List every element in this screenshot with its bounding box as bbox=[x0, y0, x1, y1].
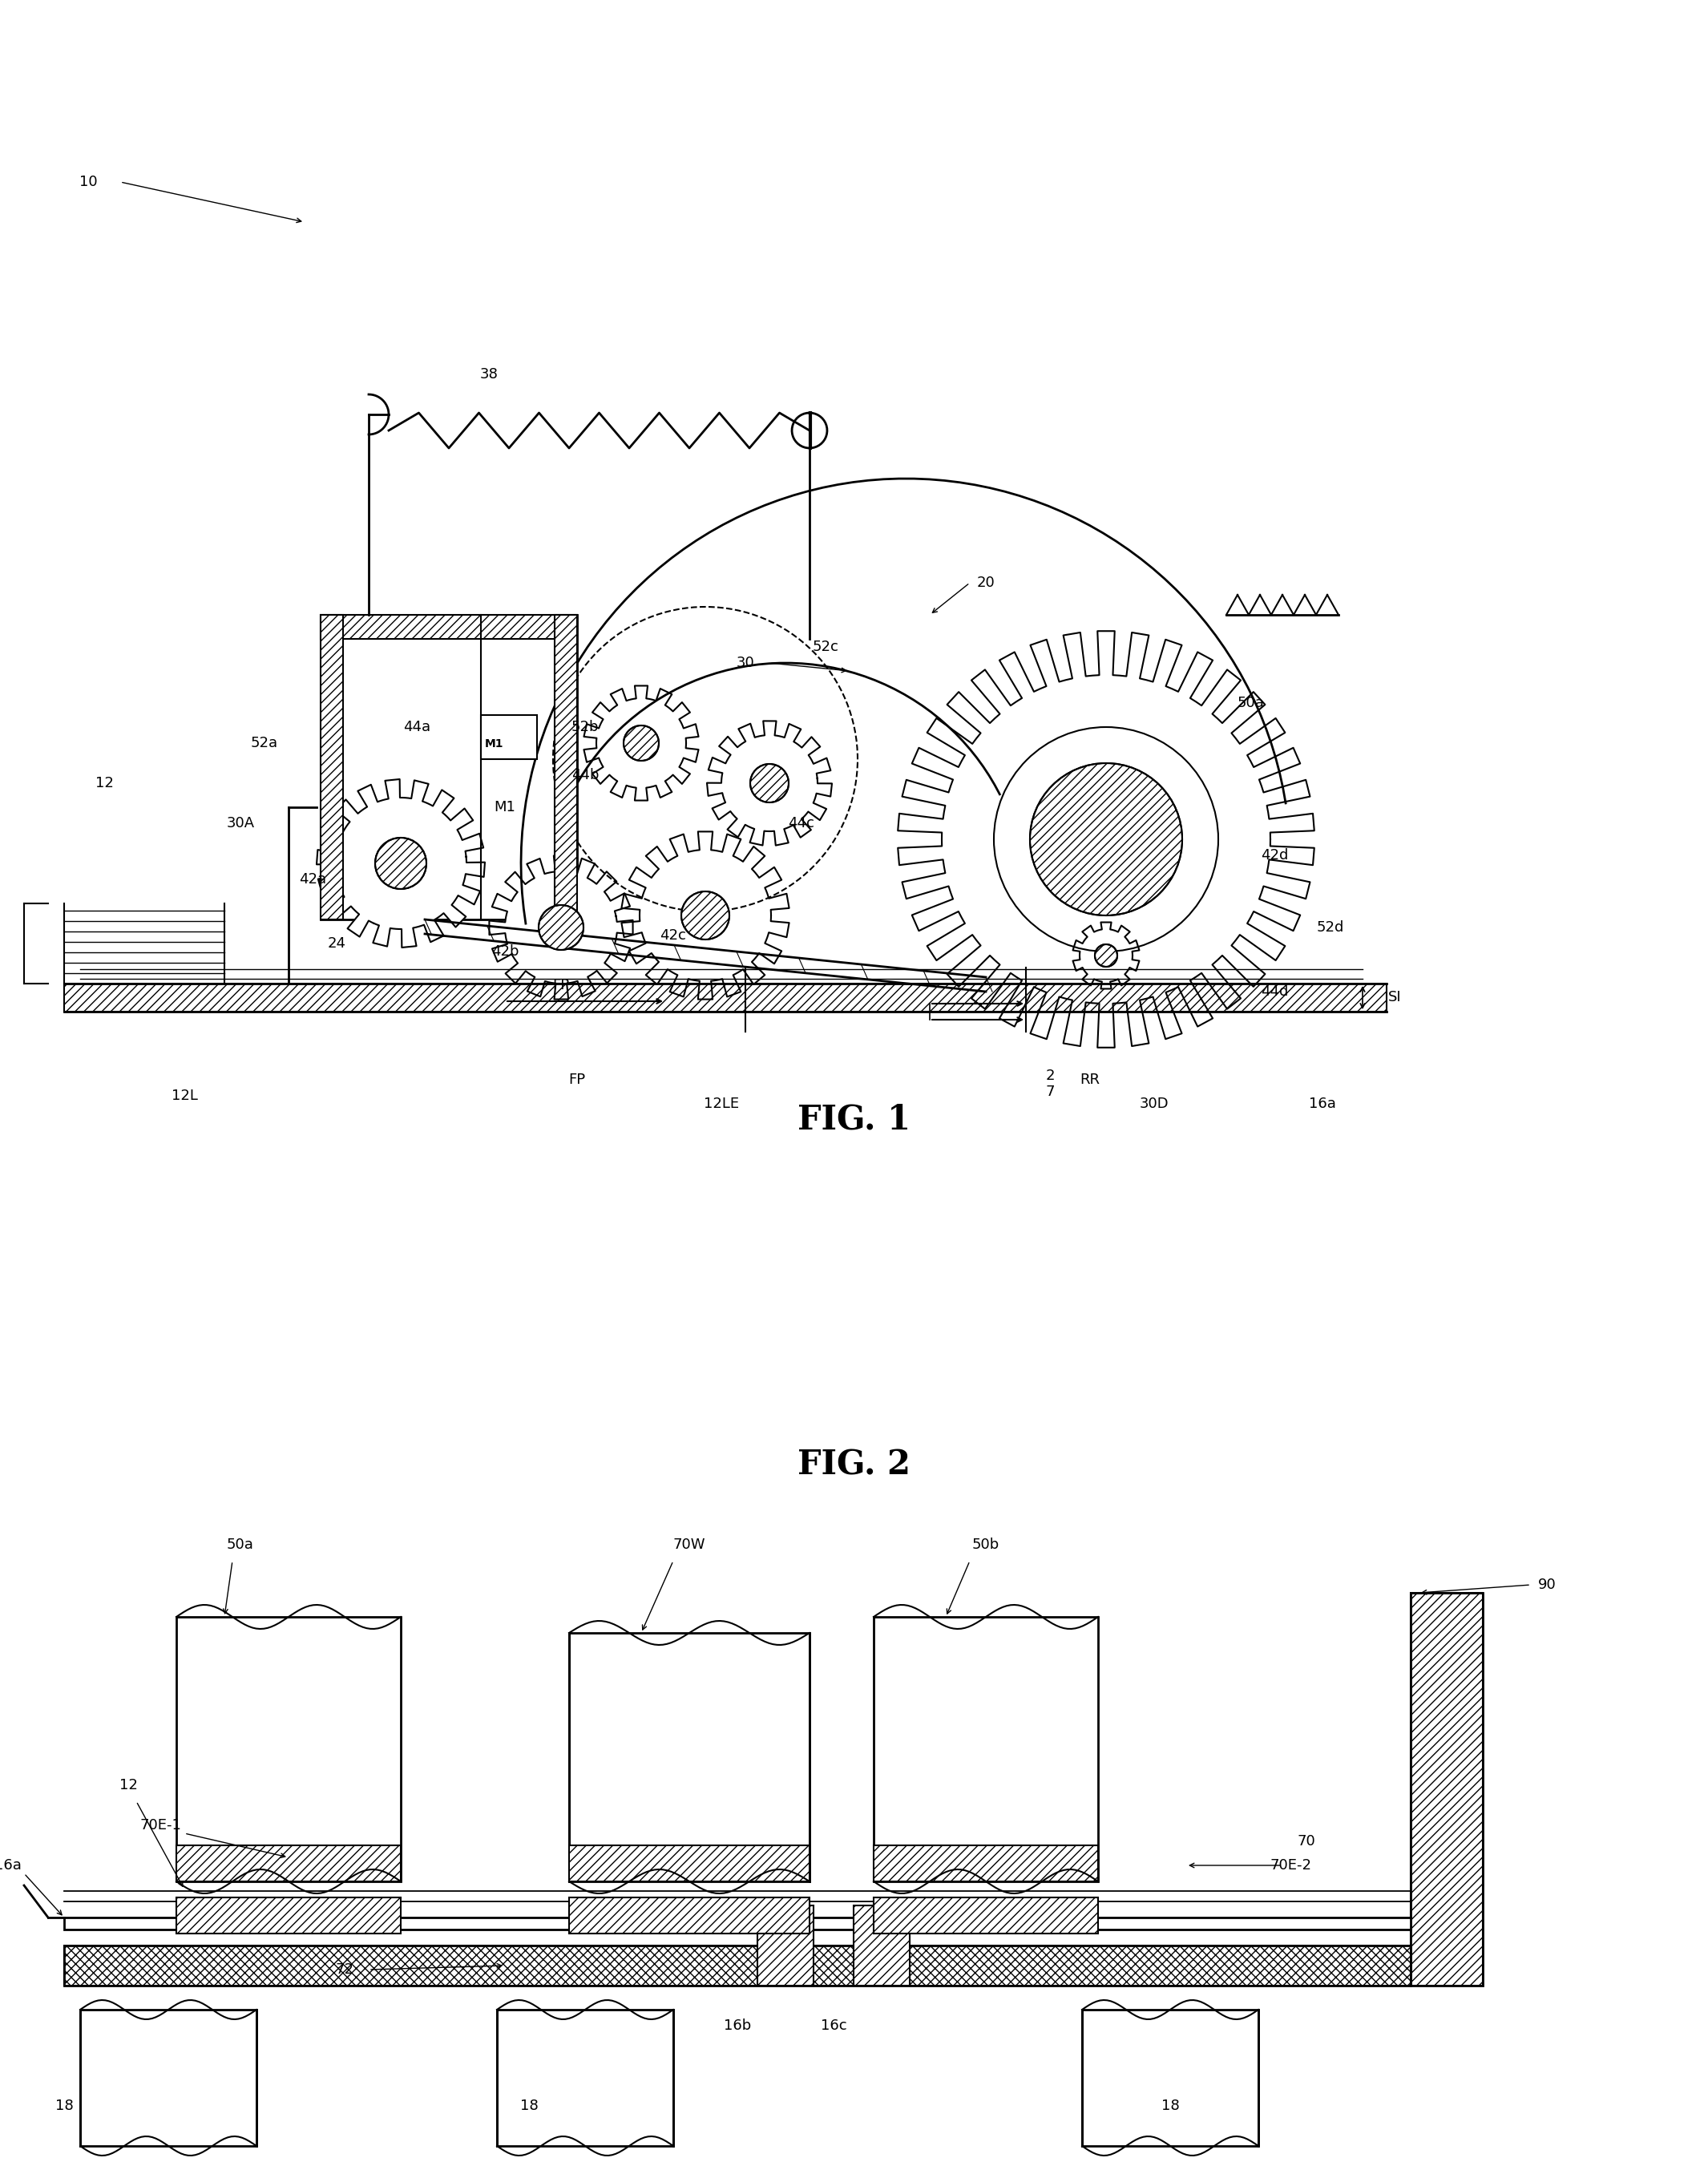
Text: 12LE: 12LE bbox=[704, 1096, 740, 1111]
Text: 50a: 50a bbox=[1237, 697, 1264, 710]
Bar bbox=[757, 1905, 813, 1986]
Circle shape bbox=[623, 725, 659, 762]
Text: 30D: 30D bbox=[1139, 1096, 1168, 1111]
Circle shape bbox=[538, 905, 584, 950]
Text: 18: 18 bbox=[55, 2098, 73, 2114]
Text: 70E-1: 70E-1 bbox=[140, 1818, 181, 1831]
Circle shape bbox=[376, 838, 427, 890]
Text: FP: FP bbox=[553, 979, 569, 992]
Text: 10: 10 bbox=[79, 176, 97, 189]
Bar bbox=[176, 1617, 401, 1881]
Text: RR: RR bbox=[1079, 1072, 1100, 1087]
Text: 52b: 52b bbox=[570, 720, 600, 733]
Bar bbox=[555, 614, 577, 920]
Text: 30: 30 bbox=[736, 655, 755, 671]
Text: M1: M1 bbox=[485, 738, 504, 749]
Text: 16c: 16c bbox=[820, 2018, 847, 2033]
Text: M1: M1 bbox=[494, 801, 516, 814]
Bar bbox=[321, 614, 343, 920]
Text: 42b: 42b bbox=[492, 944, 519, 959]
Bar bbox=[65, 1946, 1411, 1986]
Bar bbox=[176, 1844, 401, 1881]
Text: 70: 70 bbox=[1298, 1834, 1315, 1849]
Polygon shape bbox=[707, 720, 832, 846]
Text: 18: 18 bbox=[519, 2098, 538, 2114]
Text: 18: 18 bbox=[1161, 2098, 1179, 2114]
Bar bbox=[65, 1918, 1411, 1929]
Bar bbox=[569, 1897, 810, 1933]
Bar bbox=[80, 2009, 256, 2146]
Text: 16b: 16b bbox=[724, 2018, 752, 2033]
Text: 52d: 52d bbox=[1317, 920, 1344, 935]
Text: 42c: 42c bbox=[659, 929, 687, 942]
Text: FIG. 2: FIG. 2 bbox=[798, 1447, 910, 1482]
Text: FIG. 1: FIG. 1 bbox=[798, 1102, 910, 1137]
Circle shape bbox=[1095, 944, 1117, 968]
Bar bbox=[569, 1844, 810, 1881]
Bar bbox=[65, 1946, 1411, 1986]
Text: 90: 90 bbox=[1537, 1578, 1556, 1593]
Text: 50a: 50a bbox=[227, 1539, 254, 1552]
Text: 12L: 12L bbox=[171, 1089, 198, 1102]
Text: 38: 38 bbox=[480, 367, 499, 382]
Bar bbox=[873, 1844, 1098, 1881]
Bar bbox=[1411, 1593, 1483, 1986]
Text: 52c: 52c bbox=[813, 640, 839, 653]
Polygon shape bbox=[622, 831, 789, 1000]
Text: 12: 12 bbox=[96, 777, 113, 790]
Bar bbox=[497, 2009, 673, 2146]
Polygon shape bbox=[488, 855, 634, 1000]
Bar bbox=[65, 983, 1387, 1011]
Text: 42d: 42d bbox=[1261, 848, 1288, 861]
Text: 2: 2 bbox=[1045, 1068, 1054, 1083]
Text: 72: 72 bbox=[335, 1962, 354, 1977]
Bar bbox=[873, 1897, 1098, 1933]
Text: 70W: 70W bbox=[673, 1539, 705, 1552]
Text: 16a: 16a bbox=[1308, 1096, 1336, 1111]
Bar bbox=[482, 716, 536, 760]
Text: 16a: 16a bbox=[0, 1858, 22, 1873]
Text: 30A: 30A bbox=[227, 816, 254, 831]
Text: 44a: 44a bbox=[403, 720, 430, 733]
Text: 50b: 50b bbox=[972, 1539, 999, 1552]
Bar bbox=[854, 1905, 910, 1986]
Polygon shape bbox=[898, 631, 1313, 1048]
Bar bbox=[176, 1897, 401, 1933]
Text: 12: 12 bbox=[120, 1777, 137, 1792]
Text: 44d: 44d bbox=[1261, 985, 1288, 998]
Text: 20: 20 bbox=[977, 575, 996, 590]
Polygon shape bbox=[584, 686, 699, 801]
Polygon shape bbox=[316, 779, 485, 948]
Circle shape bbox=[681, 892, 729, 940]
Bar bbox=[873, 1617, 1098, 1881]
Text: 42a: 42a bbox=[299, 872, 326, 888]
Text: 7: 7 bbox=[1045, 1085, 1054, 1098]
Bar bbox=[321, 614, 577, 920]
Text: 44c: 44c bbox=[789, 816, 815, 831]
Text: 24: 24 bbox=[328, 935, 345, 950]
Polygon shape bbox=[1073, 922, 1139, 990]
Bar bbox=[1411, 1593, 1483, 1986]
Text: SI: SI bbox=[1389, 990, 1401, 1005]
Text: 70E-2: 70E-2 bbox=[1269, 1858, 1312, 1873]
Bar bbox=[1083, 2009, 1259, 2146]
Circle shape bbox=[1030, 764, 1182, 916]
Bar bbox=[321, 614, 577, 638]
Text: 44b: 44b bbox=[570, 768, 600, 783]
Circle shape bbox=[750, 764, 789, 803]
Text: FP: FP bbox=[569, 1072, 586, 1087]
Text: 52a: 52a bbox=[251, 736, 278, 751]
Bar bbox=[569, 1632, 810, 1881]
